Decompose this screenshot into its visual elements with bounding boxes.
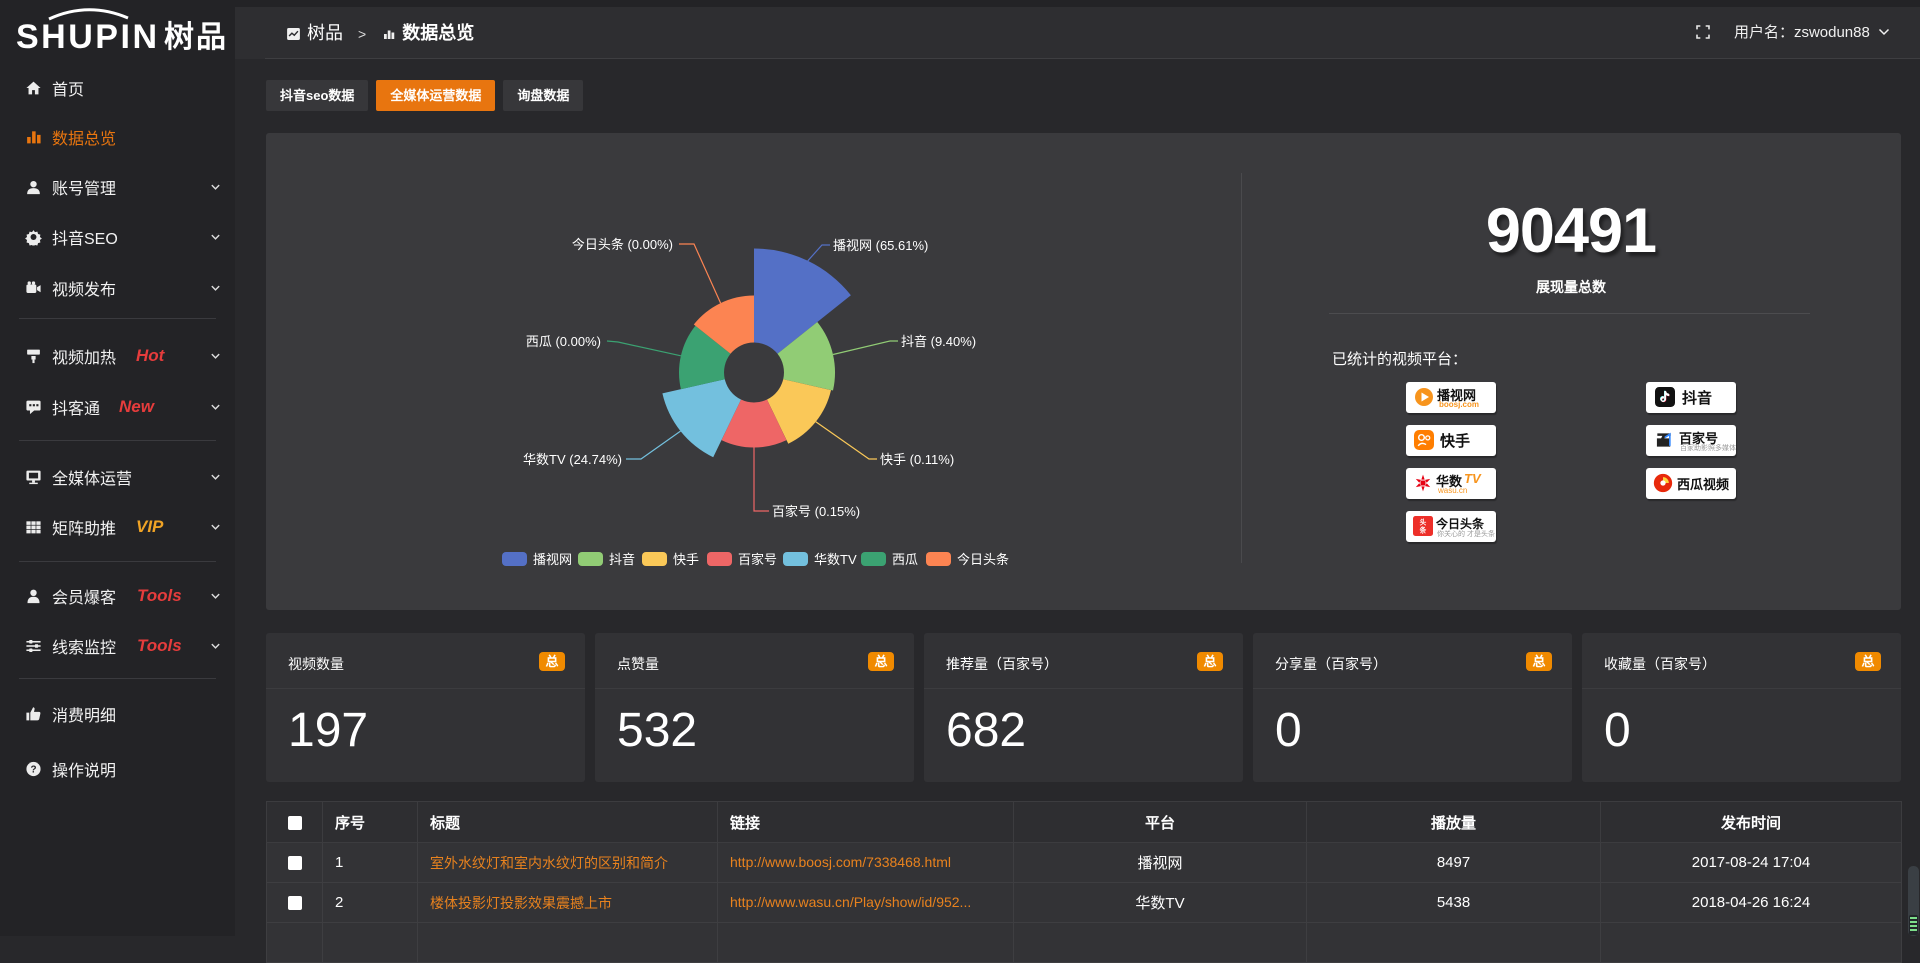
svg-text:播视网 (65.61%): 播视网 (65.61%) <box>833 238 928 253</box>
svg-text:头: 头 <box>1420 517 1427 526</box>
svg-text:SHUPIN: SHUPIN <box>16 18 156 56</box>
svg-text:西瓜: 西瓜 <box>892 552 918 567</box>
svg-text:西瓜 (0.00%): 西瓜 (0.00%) <box>526 334 601 349</box>
svg-text:条: 条 <box>1419 526 1427 535</box>
svg-text:快手 (0.11%): 快手 (0.11%) <box>880 452 954 467</box>
svg-text:华数TV (24.74%): 华数TV (24.74%) <box>523 452 622 467</box>
svg-text:?: ? <box>30 765 36 776</box>
svg-text:华数TV: 华数TV <box>814 552 857 567</box>
svg-text:今日头条 (0.00%): 今日头条 (0.00%) <box>572 237 673 252</box>
svg-text:抖音 (9.40%): 抖音 (9.40%) <box>901 334 976 349</box>
svg-text:抖音: 抖音 <box>609 552 635 567</box>
svg-text:树品: 树品 <box>164 21 226 54</box>
svg-text:今日头条: 今日头条 <box>957 552 1009 567</box>
svg-text:百家号: 百家号 <box>738 552 777 567</box>
svg-text:百家号 (0.15%): 百家号 (0.15%) <box>772 504 860 519</box>
svg-text:播视网: 播视网 <box>533 552 572 567</box>
svg-text:快手: 快手 <box>673 552 699 567</box>
